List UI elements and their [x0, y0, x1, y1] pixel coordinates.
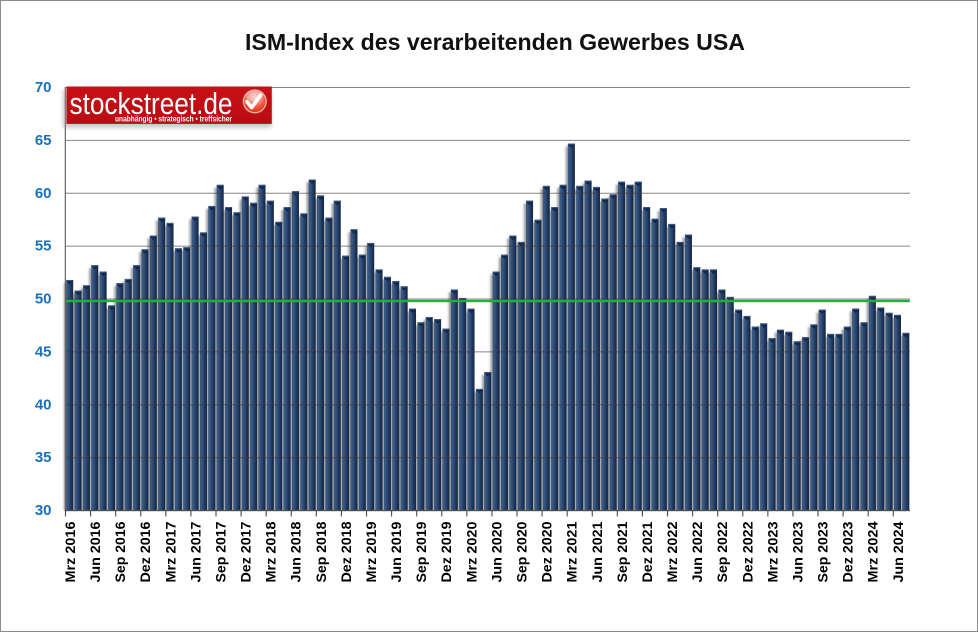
svg-text:Mrz 2023: Mrz 2023: [764, 521, 780, 582]
svg-text:Mrz 2016: Mrz 2016: [62, 521, 78, 582]
svg-text:60: 60: [35, 185, 52, 202]
svg-text:Sep 2019: Sep 2019: [413, 521, 429, 582]
svg-text:Mrz 2019: Mrz 2019: [363, 521, 379, 582]
svg-text:Sep 2022: Sep 2022: [714, 521, 730, 582]
svg-text:Dez 2022: Dez 2022: [739, 521, 755, 582]
svg-text:Dez 2018: Dez 2018: [338, 521, 354, 582]
svg-text:Jun 2021: Jun 2021: [589, 521, 605, 582]
svg-text:50: 50: [35, 291, 52, 308]
svg-text:Jun 2023: Jun 2023: [789, 521, 805, 582]
svg-text:Jun 2024: Jun 2024: [890, 521, 906, 582]
svg-text:Dez 2020: Dez 2020: [539, 521, 555, 582]
svg-text:Mrz 2024: Mrz 2024: [865, 521, 881, 582]
svg-text:Sep 2020: Sep 2020: [514, 521, 530, 582]
svg-text:Jun 2018: Jun 2018: [288, 521, 304, 582]
svg-text:Mrz 2017: Mrz 2017: [162, 521, 178, 582]
svg-text:Dez 2021: Dez 2021: [639, 521, 655, 582]
svg-text:stockstreet.de: stockstreet.de: [70, 87, 233, 121]
svg-text:40: 40: [35, 396, 52, 413]
svg-text:Sep 2017: Sep 2017: [212, 521, 228, 582]
svg-text:45: 45: [35, 343, 52, 360]
svg-text:Sep 2023: Sep 2023: [815, 521, 831, 582]
svg-text:Mrz 2018: Mrz 2018: [263, 521, 279, 582]
svg-text:Jun 2016: Jun 2016: [87, 521, 103, 582]
svg-text:Mrz 2021: Mrz 2021: [564, 521, 580, 582]
svg-text:Jun 2020: Jun 2020: [488, 521, 504, 582]
svg-text:Dez 2016: Dez 2016: [137, 521, 153, 582]
svg-text:65: 65: [35, 132, 52, 149]
svg-text:Jun 2017: Jun 2017: [187, 521, 203, 582]
svg-text:unabhängig • strategisch • tre: unabhängig • strategisch • treffsicher: [115, 115, 232, 124]
svg-text:30: 30: [35, 502, 52, 519]
svg-text:Mrz 2022: Mrz 2022: [664, 521, 680, 582]
svg-text:Jun 2022: Jun 2022: [689, 521, 705, 582]
svg-text:Dez 2017: Dez 2017: [238, 521, 254, 582]
svg-text:Dez 2023: Dez 2023: [840, 521, 856, 582]
svg-text:ISM-Index des verarbeitenden G: ISM-Index des verarbeitenden Gewerbes US…: [245, 29, 745, 55]
svg-text:Sep 2018: Sep 2018: [313, 521, 329, 582]
svg-text:55: 55: [35, 238, 52, 255]
svg-text:Sep 2021: Sep 2021: [614, 521, 630, 582]
svg-text:Dez 2019: Dez 2019: [438, 521, 454, 582]
svg-text:Sep 2016: Sep 2016: [112, 521, 128, 582]
svg-text:70: 70: [35, 79, 52, 96]
svg-text:35: 35: [35, 449, 52, 466]
svg-text:Mrz 2020: Mrz 2020: [463, 521, 479, 582]
svg-text:Jun 2019: Jun 2019: [388, 521, 404, 582]
